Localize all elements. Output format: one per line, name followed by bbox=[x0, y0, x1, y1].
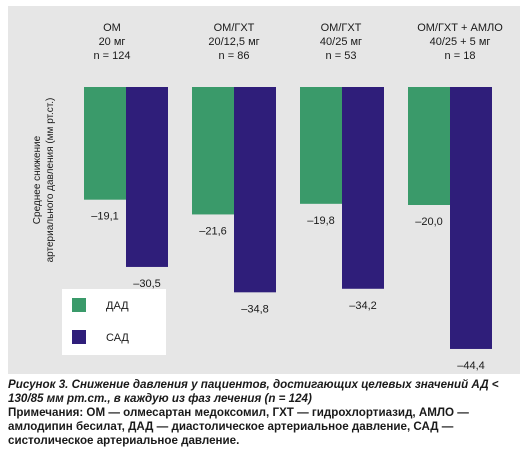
value-label: –44,4 bbox=[457, 360, 485, 372]
legend-swatch bbox=[72, 330, 86, 344]
category-header-line: n = 124 bbox=[93, 50, 130, 62]
bars bbox=[84, 87, 492, 349]
y-axis-label-line: артериального давления (мм рт.ст.) bbox=[45, 98, 56, 263]
value-label: –20,0 bbox=[415, 216, 443, 228]
category-header-line: n = 86 bbox=[219, 50, 250, 62]
category-header-line: ОМ/ГХТ bbox=[214, 22, 255, 34]
legend: ДАД САД bbox=[62, 289, 166, 355]
value-label: –21,6 bbox=[199, 225, 227, 237]
bar-dad bbox=[84, 87, 126, 200]
bar-dad bbox=[192, 87, 234, 215]
bar-dad bbox=[300, 87, 342, 204]
caption-notes: Примечания: ОМ — олмесартан медоксомил, … bbox=[8, 406, 469, 447]
value-label: –19,1 bbox=[91, 211, 119, 223]
value-label: –19,8 bbox=[307, 215, 335, 227]
category-header-line: 40/25 + 5 мг bbox=[430, 36, 491, 48]
category-header-line: ОМ/ГХТ bbox=[321, 22, 362, 34]
bar-sad bbox=[450, 87, 492, 349]
category-header-line: ОМ bbox=[103, 22, 121, 34]
legend-swatch bbox=[72, 298, 86, 312]
category-header-line: n = 53 bbox=[326, 50, 357, 62]
value-label: –30,5 bbox=[133, 278, 161, 290]
caption-title: Рисунок 3. Снижение давления у пациентов… bbox=[8, 378, 499, 405]
value-label: –34,8 bbox=[241, 303, 269, 315]
category-header-line: 20 мг bbox=[99, 36, 126, 48]
figure-caption: Рисунок 3. Снижение давления у пациентов… bbox=[8, 378, 523, 448]
bar-sad bbox=[126, 87, 168, 267]
category-header-line: 40/25 мг bbox=[320, 36, 362, 48]
value-labels: –19,1 –21,6 –19,8 –20,0 –30,5 –34,8 –34,2 –44,4 bbox=[91, 211, 485, 372]
category-header-line: 20/12,5 мг bbox=[208, 36, 259, 48]
bar-dad bbox=[408, 87, 450, 205]
legend-label: САД bbox=[106, 332, 129, 344]
bar-sad bbox=[234, 87, 276, 293]
bar-sad bbox=[342, 87, 384, 289]
category-header-line: ОМ/ГХТ + АМЛО bbox=[417, 22, 503, 34]
y-axis-label: Среднее снижение артериального давления (… bbox=[32, 98, 56, 263]
bar-chart: Среднее снижение артериального давления (… bbox=[32, 22, 503, 372]
value-label: –34,2 bbox=[349, 300, 377, 312]
y-axis-label-line: Среднее снижение bbox=[32, 135, 43, 224]
chart-panel: Среднее снижение артериального давления (… bbox=[8, 6, 520, 374]
legend-label: ДАД bbox=[106, 300, 129, 312]
category-header-line: n = 18 bbox=[445, 50, 476, 62]
category-headers: ОМ 20 мг n = 124 ОМ/ГХТ 20/12,5 мг n = 86 ОМ/Г… bbox=[93, 22, 503, 62]
